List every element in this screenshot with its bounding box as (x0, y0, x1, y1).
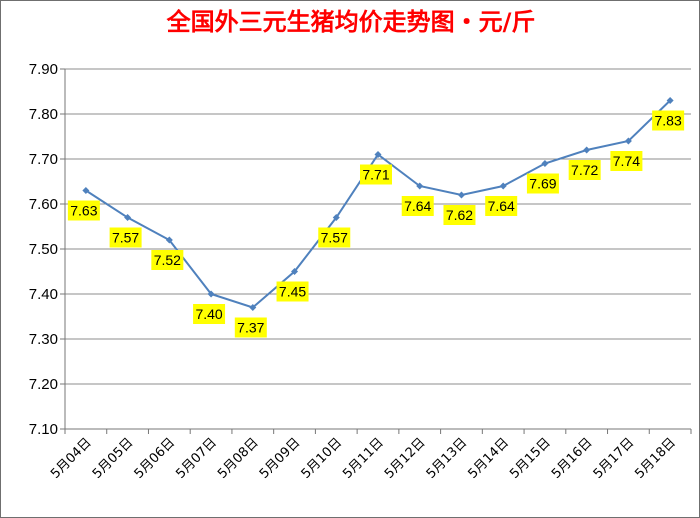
data-label-box (610, 151, 643, 171)
chart-title: 全国外三元生猪均价走势图・元/斤 (166, 8, 536, 36)
data-point (374, 151, 382, 158)
data-point (666, 97, 674, 104)
data-point (165, 236, 173, 244)
x-tick-label: 5月17日 (591, 435, 638, 482)
x-tick-label: 5月08日 (215, 435, 262, 482)
data-point (82, 187, 90, 194)
y-tick-label: 7.40 (29, 286, 58, 303)
y-tick-label: 7.80 (29, 106, 58, 123)
x-tick-label: 5月15日 (507, 435, 554, 482)
data-point (291, 268, 299, 275)
data-label: 7.64 (488, 198, 515, 214)
data-point (249, 304, 257, 311)
data-label-box (568, 160, 601, 180)
data-label-box (109, 227, 142, 248)
data-label-box (526, 173, 559, 194)
x-tick-label: 5月13日 (424, 435, 471, 482)
x-tick-label: 5月07日 (173, 435, 220, 482)
data-label-box (193, 304, 226, 324)
data-label-box (401, 196, 434, 216)
data-label: 7.62 (446, 207, 473, 223)
data-label: 7.57 (112, 230, 139, 246)
data-point (624, 137, 632, 145)
data-label: 7.71 (362, 167, 389, 183)
y-tick-label: 7.60 (29, 196, 58, 213)
data-label: 7.72 (571, 162, 598, 178)
data-label: 7.69 (529, 176, 556, 192)
data-label-box (652, 110, 685, 131)
data-label: 7.57 (321, 230, 348, 246)
data-label-box (360, 164, 392, 185)
x-tick-label: 5月16日 (549, 435, 596, 482)
x-tick-label: 5月04日 (48, 435, 95, 482)
data-point (541, 160, 549, 167)
data-label: 7.40 (195, 306, 222, 322)
y-tick-label: 7.50 (29, 241, 58, 258)
data-label: 7.52 (154, 252, 181, 268)
data-label-box (276, 281, 309, 302)
y-tick-label: 7.70 (29, 151, 58, 168)
x-tick-label: 5月14日 (465, 435, 512, 482)
x-tick-label: 5月11日 (340, 435, 387, 482)
x-tick-label: 5月12日 (382, 435, 429, 482)
data-point (499, 182, 507, 190)
y-tick-label: 7.90 (29, 61, 58, 78)
data-label: 7.74 (613, 153, 640, 169)
data-label-box (151, 250, 184, 270)
y-tick-label: 7.10 (29, 421, 58, 438)
x-tick-label: 5月10日 (299, 435, 346, 482)
data-label-box (67, 200, 100, 221)
data-label-box (485, 196, 518, 216)
data-label: 7.63 (70, 203, 97, 219)
y-tick-label: 7.30 (29, 331, 58, 348)
data-label-box (234, 317, 267, 338)
x-tick-label: 5月09日 (257, 435, 304, 482)
x-tick-label: 5月18日 (632, 435, 679, 482)
data-point (457, 191, 465, 199)
data-label: 7.83 (655, 113, 682, 129)
data-point (332, 214, 340, 221)
data-label: 7.37 (237, 320, 264, 336)
data-point (124, 214, 132, 221)
data-point (207, 290, 215, 298)
data-label-box (443, 205, 476, 225)
x-tick-label: 5月05日 (90, 435, 137, 482)
data-point (583, 146, 591, 154)
data-label-box (318, 227, 351, 248)
data-label: 7.45 (279, 284, 306, 300)
y-tick-label: 7.20 (29, 376, 58, 393)
x-tick-label: 5月06日 (132, 435, 179, 482)
data-label: 7.64 (404, 198, 431, 214)
data-point (416, 182, 424, 190)
